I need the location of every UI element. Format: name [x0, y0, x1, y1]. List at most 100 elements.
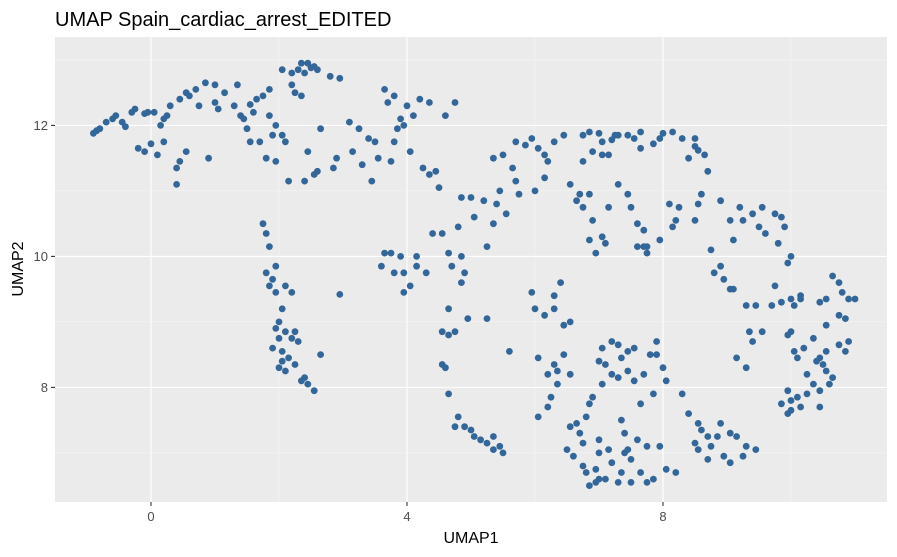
data-point — [650, 390, 657, 398]
data-point — [445, 305, 452, 313]
data-point — [598, 344, 606, 352]
data-point — [662, 465, 670, 473]
data-point — [608, 459, 616, 467]
data-point — [288, 69, 296, 77]
data-point — [544, 370, 552, 378]
data-point — [131, 105, 139, 113]
data-point — [512, 138, 520, 146]
data-point — [278, 357, 286, 365]
data-point — [442, 112, 449, 119]
data-point — [314, 66, 321, 74]
data-point — [467, 426, 475, 434]
data-point — [470, 433, 478, 440]
data-point — [592, 465, 600, 473]
data-point — [112, 112, 120, 119]
data-point — [637, 469, 644, 476]
data-point — [646, 351, 654, 358]
data-point — [253, 95, 260, 103]
data-point — [694, 200, 702, 208]
data-point — [234, 81, 241, 89]
data-point — [566, 318, 574, 326]
data-point — [643, 249, 651, 257]
data-point — [803, 390, 811, 398]
data-point — [554, 367, 561, 375]
data-point — [560, 351, 568, 358]
data-point — [534, 354, 542, 362]
data-point — [390, 269, 398, 277]
data-point — [288, 289, 296, 296]
data-point — [102, 118, 110, 126]
data-point — [589, 217, 596, 224]
data-point — [787, 397, 795, 404]
data-point — [282, 282, 289, 290]
data-point — [653, 338, 660, 345]
data-point — [413, 262, 420, 270]
data-point — [627, 479, 635, 486]
data-point — [426, 171, 433, 178]
data-point — [490, 154, 497, 162]
data-point — [851, 295, 859, 303]
data-point — [624, 446, 632, 453]
data-point — [739, 217, 747, 224]
data-point — [285, 177, 292, 185]
data-point — [173, 164, 181, 172]
data-point — [416, 95, 424, 103]
data-point — [694, 446, 702, 453]
data-point — [211, 99, 219, 106]
data-point — [557, 279, 564, 286]
data-point — [512, 177, 520, 185]
data-point — [176, 95, 184, 103]
data-point — [96, 125, 104, 133]
data-point — [576, 429, 584, 437]
data-point — [614, 479, 622, 486]
data-point — [534, 413, 542, 421]
data-point — [707, 246, 715, 254]
data-point — [480, 197, 488, 205]
data-point — [842, 348, 849, 355]
data-point — [662, 377, 670, 385]
data-point — [278, 348, 286, 355]
data-point — [214, 105, 222, 113]
data-point — [438, 230, 446, 237]
data-point — [643, 442, 651, 450]
data-point — [794, 354, 801, 362]
data-point — [605, 203, 612, 211]
data-point — [672, 217, 680, 224]
data-point — [768, 302, 776, 309]
data-point — [586, 128, 593, 136]
data-point — [698, 426, 705, 434]
data-point — [381, 249, 388, 257]
data-point — [746, 328, 753, 336]
data-point — [134, 144, 142, 152]
data-point — [272, 122, 280, 129]
data-point — [771, 282, 779, 290]
data-point — [394, 125, 401, 133]
data-point — [582, 469, 590, 476]
data-point — [816, 403, 824, 411]
data-point — [522, 141, 529, 149]
data-point — [630, 377, 638, 385]
data-point — [266, 112, 273, 119]
data-point — [579, 158, 587, 165]
data-point — [835, 279, 843, 286]
data-point — [272, 289, 280, 296]
data-point — [211, 81, 219, 89]
data-point — [797, 403, 804, 411]
data-point — [243, 125, 251, 133]
data-point — [230, 102, 238, 110]
data-point — [669, 223, 676, 231]
data-point — [448, 262, 456, 270]
data-point — [429, 230, 436, 237]
data-point — [275, 318, 283, 326]
data-point — [650, 140, 657, 148]
data-point — [826, 380, 833, 388]
data-point — [845, 295, 852, 303]
data-point — [739, 452, 747, 460]
data-point — [797, 292, 804, 300]
data-point — [355, 125, 363, 133]
data-point — [589, 148, 596, 156]
data-point — [835, 311, 843, 319]
data-point — [762, 230, 769, 237]
y-tick-label: 10 — [34, 249, 48, 264]
